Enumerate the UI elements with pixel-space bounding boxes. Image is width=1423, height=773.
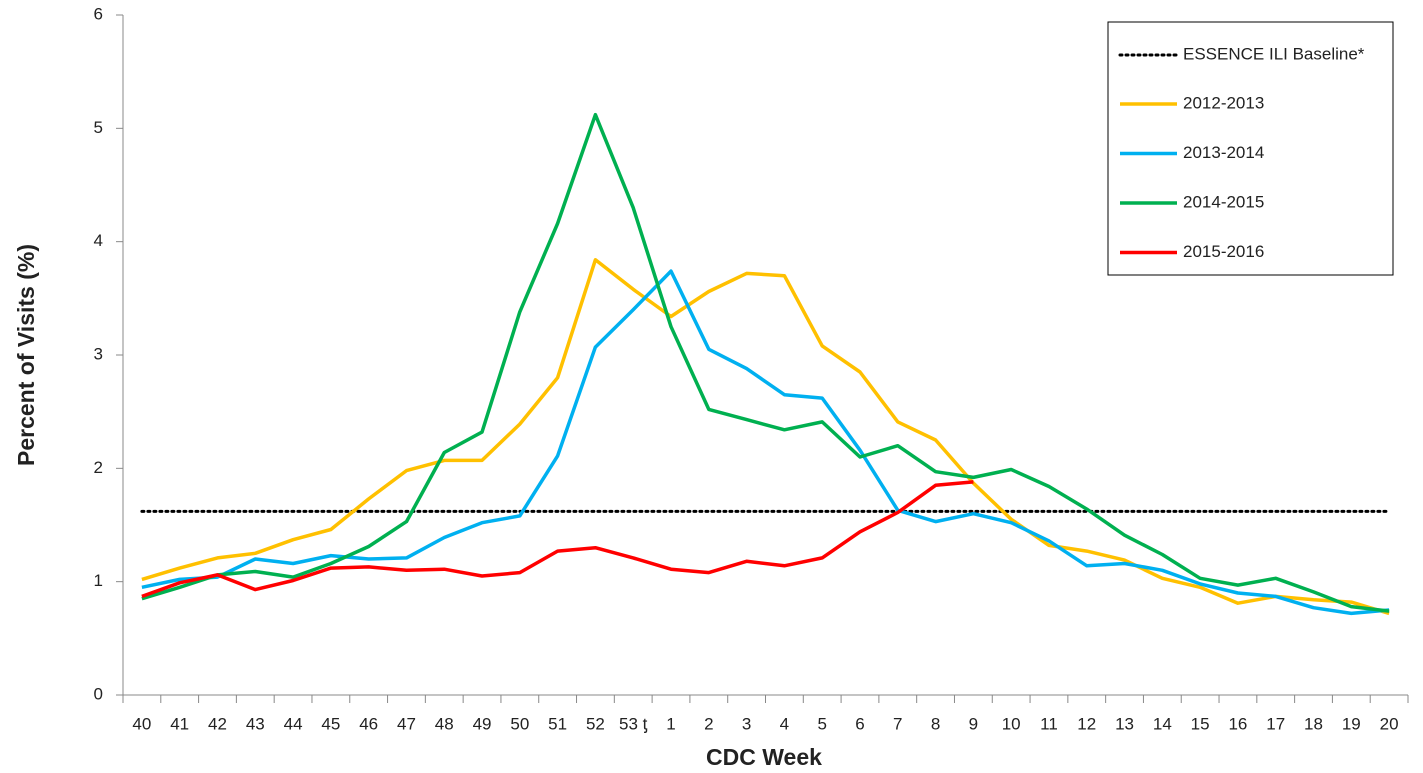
x-axis-title: CDC Week — [706, 744, 822, 770]
x-tick-label: 45 — [321, 714, 340, 733]
y-tick-label: 1 — [94, 571, 103, 590]
y-tick-label: 2 — [94, 458, 103, 477]
x-tick-label: 9 — [969, 714, 978, 733]
x-tick-label: 41 — [170, 714, 189, 733]
series-line — [141, 480, 974, 599]
x-tick-label: 5 — [817, 714, 826, 733]
legend-label: 2014-2015 — [1183, 192, 1264, 211]
x-tick-label: 16 — [1228, 714, 1247, 733]
legend-box — [1107, 21, 1394, 276]
y-tick-label: 3 — [94, 344, 103, 363]
x-tick-label: 42 — [208, 714, 227, 733]
x-tick-label: 15 — [1191, 714, 1210, 733]
y-tick-label: 0 — [94, 684, 103, 703]
y-tick-label: 4 — [94, 231, 103, 250]
y-tick-label: 6 — [94, 4, 103, 23]
series-line — [141, 258, 1390, 616]
y-axis-title: Percent of Visits (%) — [13, 244, 39, 466]
x-tick-label: 1 — [666, 714, 675, 733]
x-tick-label: 52 — [586, 714, 605, 733]
legend-label: 2015-2016 — [1183, 242, 1264, 261]
x-tick-label: 17 — [1266, 714, 1285, 733]
x-tick-label: 53 ƫ — [619, 714, 648, 733]
legend-label: 2013-2014 — [1183, 143, 1264, 162]
y-tick-label: 5 — [94, 118, 103, 137]
x-tick-label: 48 — [435, 714, 454, 733]
x-tick-label: 10 — [1002, 714, 1021, 733]
x-tick-label: 51 — [548, 714, 567, 733]
x-tick-label: 2 — [704, 714, 713, 733]
x-tick-label: 12 — [1077, 714, 1096, 733]
legend-label: ESSENCE ILI Baseline* — [1183, 44, 1365, 63]
legend-label: 2012-2013 — [1183, 93, 1264, 112]
x-tick-label: 13 — [1115, 714, 1134, 733]
x-tick-label: 11 — [1040, 714, 1058, 733]
x-tick-label: 43 — [246, 714, 265, 733]
x-tick-label: 7 — [893, 714, 902, 733]
x-tick-label: 3 — [742, 714, 751, 733]
x-tick-label: 47 — [397, 714, 416, 733]
x-tick-label: 50 — [510, 714, 529, 733]
x-tick-label: 8 — [931, 714, 940, 733]
x-tick-label: 4 — [780, 714, 789, 733]
series-line — [141, 269, 1390, 616]
x-tick-label: 19 — [1342, 714, 1361, 733]
x-tick-label: 46 — [359, 714, 378, 733]
x-tick-label: 49 — [473, 714, 492, 733]
x-tick-label: 14 — [1153, 714, 1172, 733]
series-line — [141, 112, 1390, 613]
x-tick-label: 18 — [1304, 714, 1323, 733]
x-tick-label: 40 — [132, 714, 151, 733]
x-tick-label: 20 — [1380, 714, 1399, 733]
x-tick-label: 44 — [284, 714, 303, 733]
x-tick-label: 6 — [855, 714, 864, 733]
